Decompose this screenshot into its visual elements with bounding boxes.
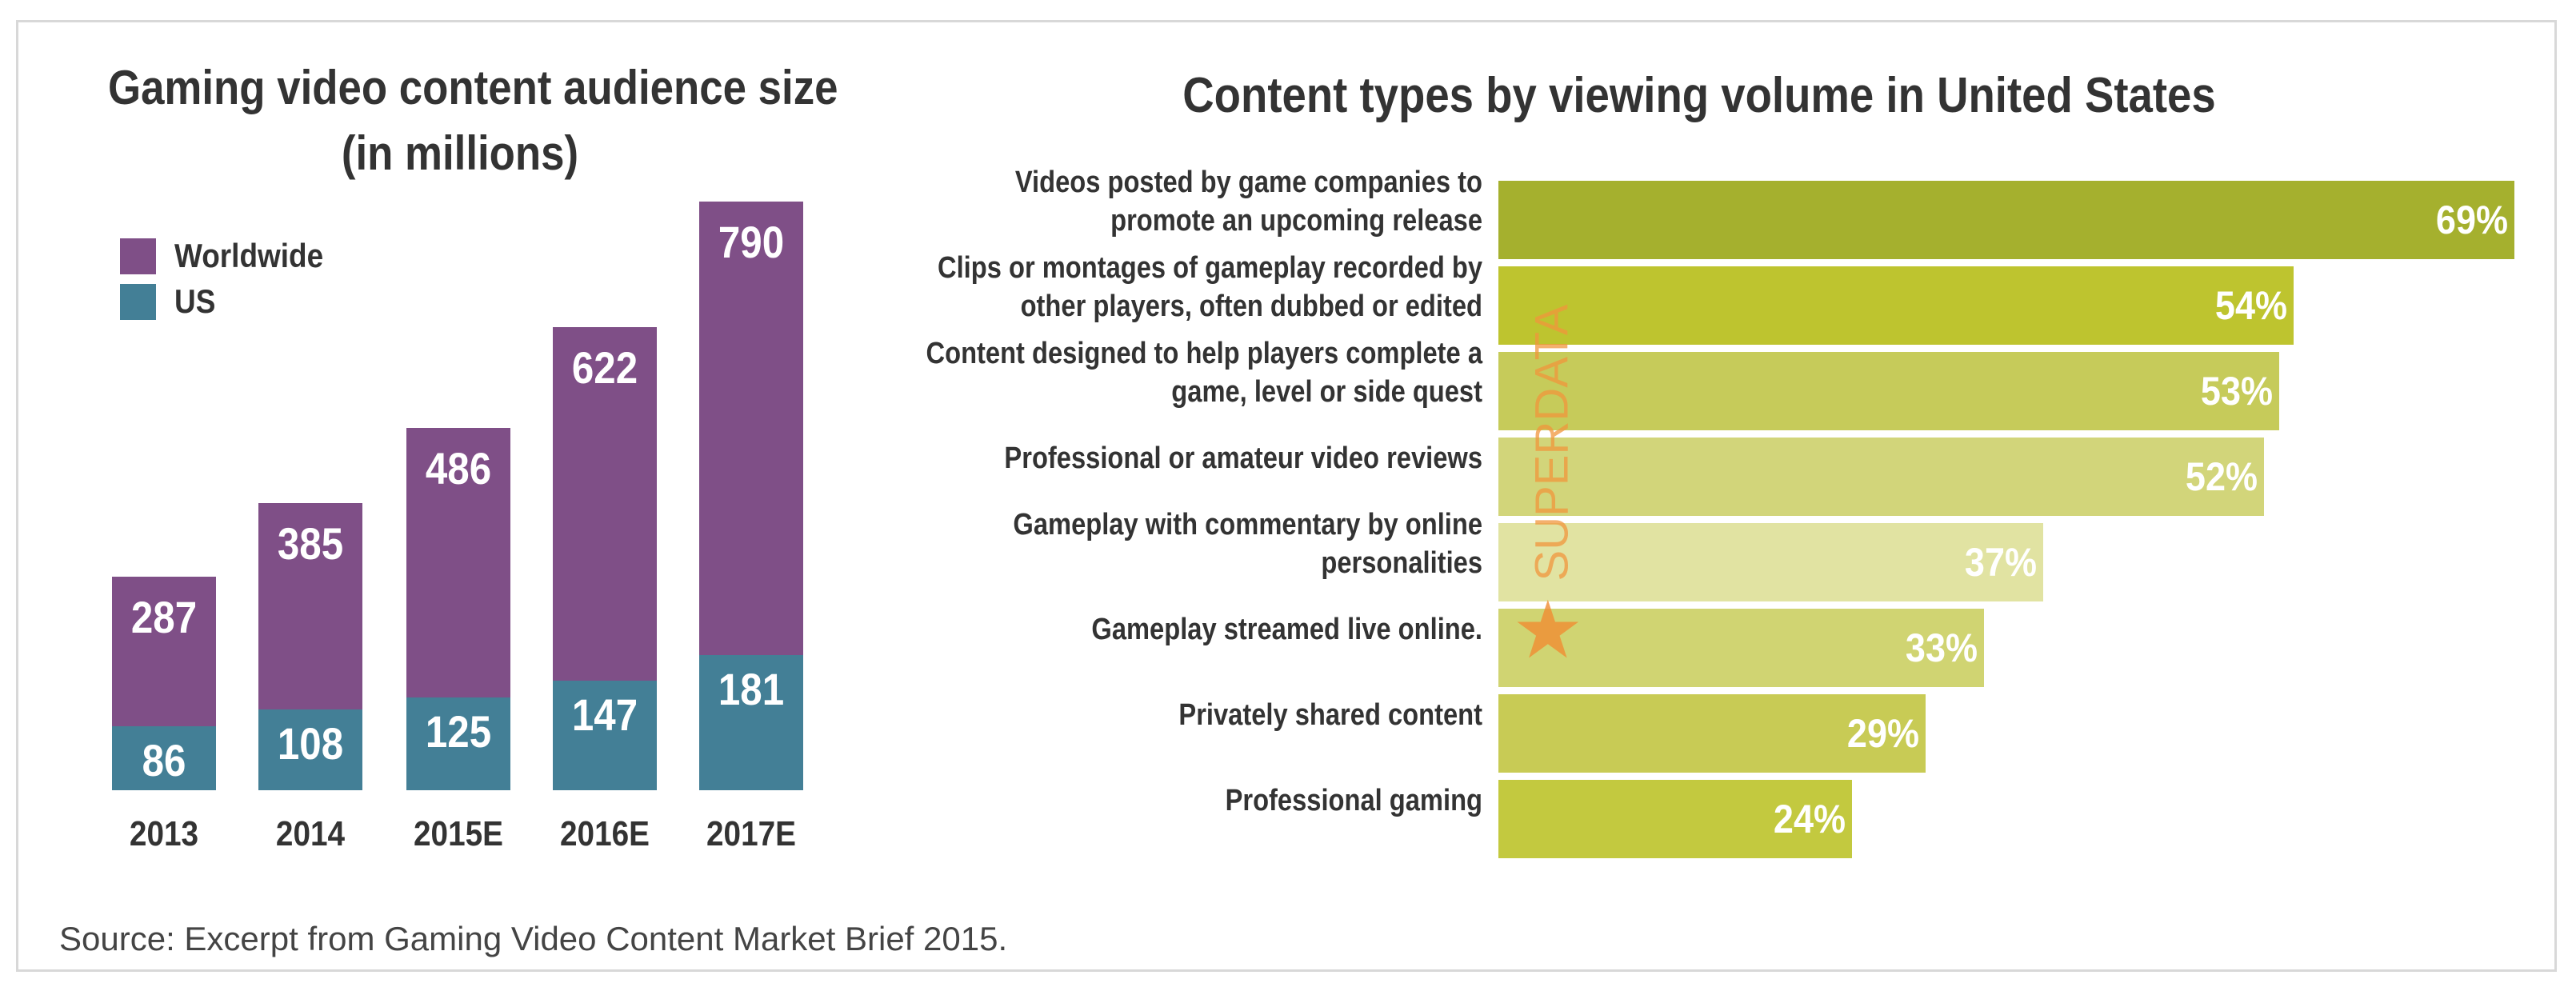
value-label: 29% [1846, 711, 1919, 756]
category-label: Gameplay with commentary by online [1013, 508, 1482, 541]
category-label: Gameplay streamed live online. [1091, 613, 1482, 646]
bar [1498, 438, 2265, 516]
value-label: 287 [130, 591, 198, 642]
category-label: other players, often dubbed or edited [1020, 290, 1482, 323]
legend-label: US [174, 282, 216, 320]
category-label: personalities [1321, 546, 1482, 580]
bar [112, 725, 216, 790]
chart-title: (in millions) [341, 126, 579, 180]
x-tick-label: 2016E [560, 814, 650, 853]
value-label: 53% [2200, 369, 2273, 414]
watermark: SUPERDATA [1526, 304, 1578, 581]
bar [553, 681, 657, 790]
value-label: 108 [277, 718, 344, 769]
value-label: 86 [142, 734, 186, 785]
value-label: 790 [718, 217, 785, 267]
category-label: Professional or amateur video reviews [1004, 442, 1482, 475]
category-label: Clips or montages of gameplay recorded b… [938, 251, 1482, 285]
value-label: 37% [1964, 540, 2037, 585]
value-label: 125 [425, 705, 492, 757]
x-tick-label: 2014 [275, 814, 346, 853]
source: Source: Excerpt from Gaming Video Conten… [59, 920, 1008, 957]
bar [1498, 523, 2043, 601]
bar [1498, 780, 1852, 858]
category-label: game, level or side quest [1171, 375, 1482, 409]
bar [1498, 352, 2279, 430]
bar [258, 709, 362, 790]
watermark-star: ★ [1512, 585, 1584, 675]
value-label: 33% [1906, 625, 1978, 670]
bar [1498, 694, 1926, 773]
bar [699, 655, 803, 790]
bar [1498, 181, 2514, 259]
x-tick-label: 2017E [706, 814, 796, 853]
bar [406, 697, 510, 790]
value-label: 69% [2435, 198, 2508, 242]
chart-title: Content types by viewing volume in Unite… [1182, 68, 2216, 123]
bar [1498, 609, 1985, 687]
category-label: promote an upcoming release [1110, 204, 1482, 238]
x-tick-label: 2013 [129, 814, 199, 853]
legend-swatch [120, 284, 156, 320]
x-tick-label: 2015E [414, 814, 503, 853]
legend-swatch [120, 238, 156, 274]
value-label: 54% [2214, 283, 2287, 328]
value-label: 52% [2186, 454, 2258, 499]
category-label: Content designed to help players complet… [926, 337, 1482, 370]
category-label: Professional gaming [1225, 784, 1482, 817]
value-label: 24% [1773, 797, 1846, 841]
category-label: Videos posted by game companies to [1014, 166, 1482, 199]
bar [1498, 266, 2294, 345]
chart-title: Gaming video content audience size [108, 61, 838, 114]
value-label: 486 [425, 443, 492, 494]
legend-label: Worldwide [174, 237, 324, 274]
category-label: Privately shared content [1178, 698, 1482, 732]
value-label: 181 [718, 664, 785, 715]
value-label: 147 [571, 689, 638, 741]
value-label: 385 [277, 518, 344, 569]
value-label: 622 [571, 342, 638, 393]
frame [16, 20, 2557, 972]
